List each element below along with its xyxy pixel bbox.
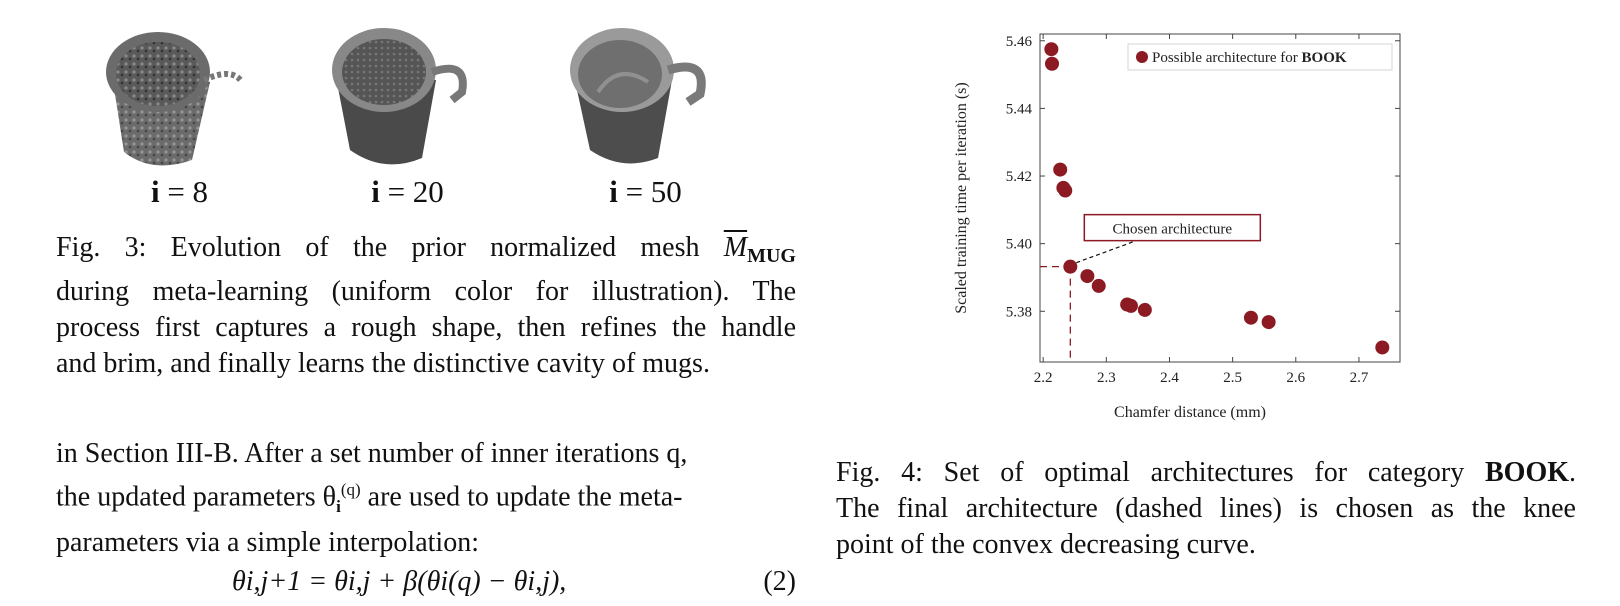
y-tick-label-4: 5.46: [1006, 34, 1033, 50]
mug-mesh-iteration-50: [558, 22, 733, 217]
x-tick-label-3: 2.5: [1223, 370, 1242, 386]
mug-label-3: i = 50: [609, 174, 682, 209]
mug-label-2: i = 20: [371, 174, 444, 209]
y-axis-label: Scaled training time per iteration (s): [953, 82, 970, 313]
y-tick-label-2: 5.42: [1006, 169, 1032, 185]
x-tick-label-2: 2.4: [1160, 370, 1179, 386]
legend-box: [1127, 43, 1393, 71]
data-point-12: [1261, 315, 1276, 330]
data-point-4: [1058, 183, 1073, 198]
annotation-leader: [1076, 240, 1137, 264]
y-tick-label-0: 5.38: [1006, 304, 1032, 320]
mug-label-1: i = 8: [150, 174, 209, 209]
data-point-10: [1137, 302, 1152, 317]
caption4-line-2: The final architecture (dashed lines) is…: [836, 493, 1576, 524]
body-line-3: parameters via a simple interpolation:: [56, 526, 479, 558]
caption3-line-1: Fig. 3: Evolution of the prior normalize…: [56, 232, 796, 267]
x-tick-label-5: 2.7: [1350, 370, 1369, 386]
body-line-2: the updated parameters θi(q) are used to…: [56, 480, 683, 516]
x-tick-label-1: 2.3: [1097, 370, 1116, 386]
data-point-5: [1063, 259, 1078, 274]
plot-area: 2.2 2.3 2.4 2.5 2.6 2.7 5.38 5.40 5.42 5.44 5.46 Ch…: [1006, 33, 1401, 386]
equation-number: (2): [763, 566, 796, 597]
data-point-11: [1243, 310, 1258, 325]
caption4-line-3: point of the convex decreasing curve.: [836, 529, 1256, 560]
equation-body: θi,j+1 = θi,j + β(θi(q) − θi,j),: [232, 566, 567, 597]
x-tick-label-0: 2.2: [1034, 370, 1053, 386]
data-point-7: [1091, 278, 1106, 293]
mug-mesh-iteration-20: [320, 22, 495, 217]
data-point-0: [1044, 42, 1059, 57]
y-tick-label-3: 5.44: [1006, 101, 1033, 117]
data-point-2: [1053, 162, 1068, 177]
mug-mesh-iteration-8: [92, 22, 267, 217]
caption4-line-1: Fig. 4: Set of optimal architectures for…: [836, 457, 1576, 488]
y-tick-label-1: 5.40: [1006, 237, 1032, 253]
body-line-1: in Section III-B. After a set number of …: [56, 438, 688, 469]
caption3-line-3: process first captures a rough shape, th…: [56, 312, 796, 343]
legend-label: Possible architecture for BOOK: [1152, 50, 1347, 66]
figure-4-scatter-chart: 2.2 2.3 2.4 2.5 2.6 2.7 5.38 5.40 5.42 5.44 5.46 Ch…: [953, 33, 1401, 421]
caption3-line-2: during meta-learning (uniform color for …: [56, 276, 796, 307]
data-point-1: [1045, 56, 1059, 71]
x-tick-label-4: 2.6: [1286, 370, 1305, 386]
equation-2: θi,j+1 = θi,j + β(θi(q) − θi,j), (2): [56, 566, 796, 606]
figure-3-caption: Fig. 3: Evolution of the prior normalize…: [56, 230, 796, 382]
plot-frame: [1039, 33, 1401, 363]
data-point-9: [1123, 298, 1138, 313]
data-point-13: [1375, 340, 1390, 355]
legend-marker: [1136, 51, 1148, 63]
body-paragraph: in Section III-B. After a set number of …: [56, 436, 796, 561]
annotation-label: Chosen architecture: [1113, 222, 1233, 238]
x-axis-label: Chamfer distance (mm): [1114, 404, 1266, 421]
figure-4-caption: Fig. 4: Set of optimal architectures for…: [836, 455, 1576, 563]
caption3-line-4: and brim, and finally learns the distinc…: [56, 348, 710, 379]
figure-3-images: i = 8 i = 20 i = 50: [92, 22, 732, 217]
data-point-6: [1080, 269, 1095, 284]
annotation-box: [1083, 213, 1262, 242]
